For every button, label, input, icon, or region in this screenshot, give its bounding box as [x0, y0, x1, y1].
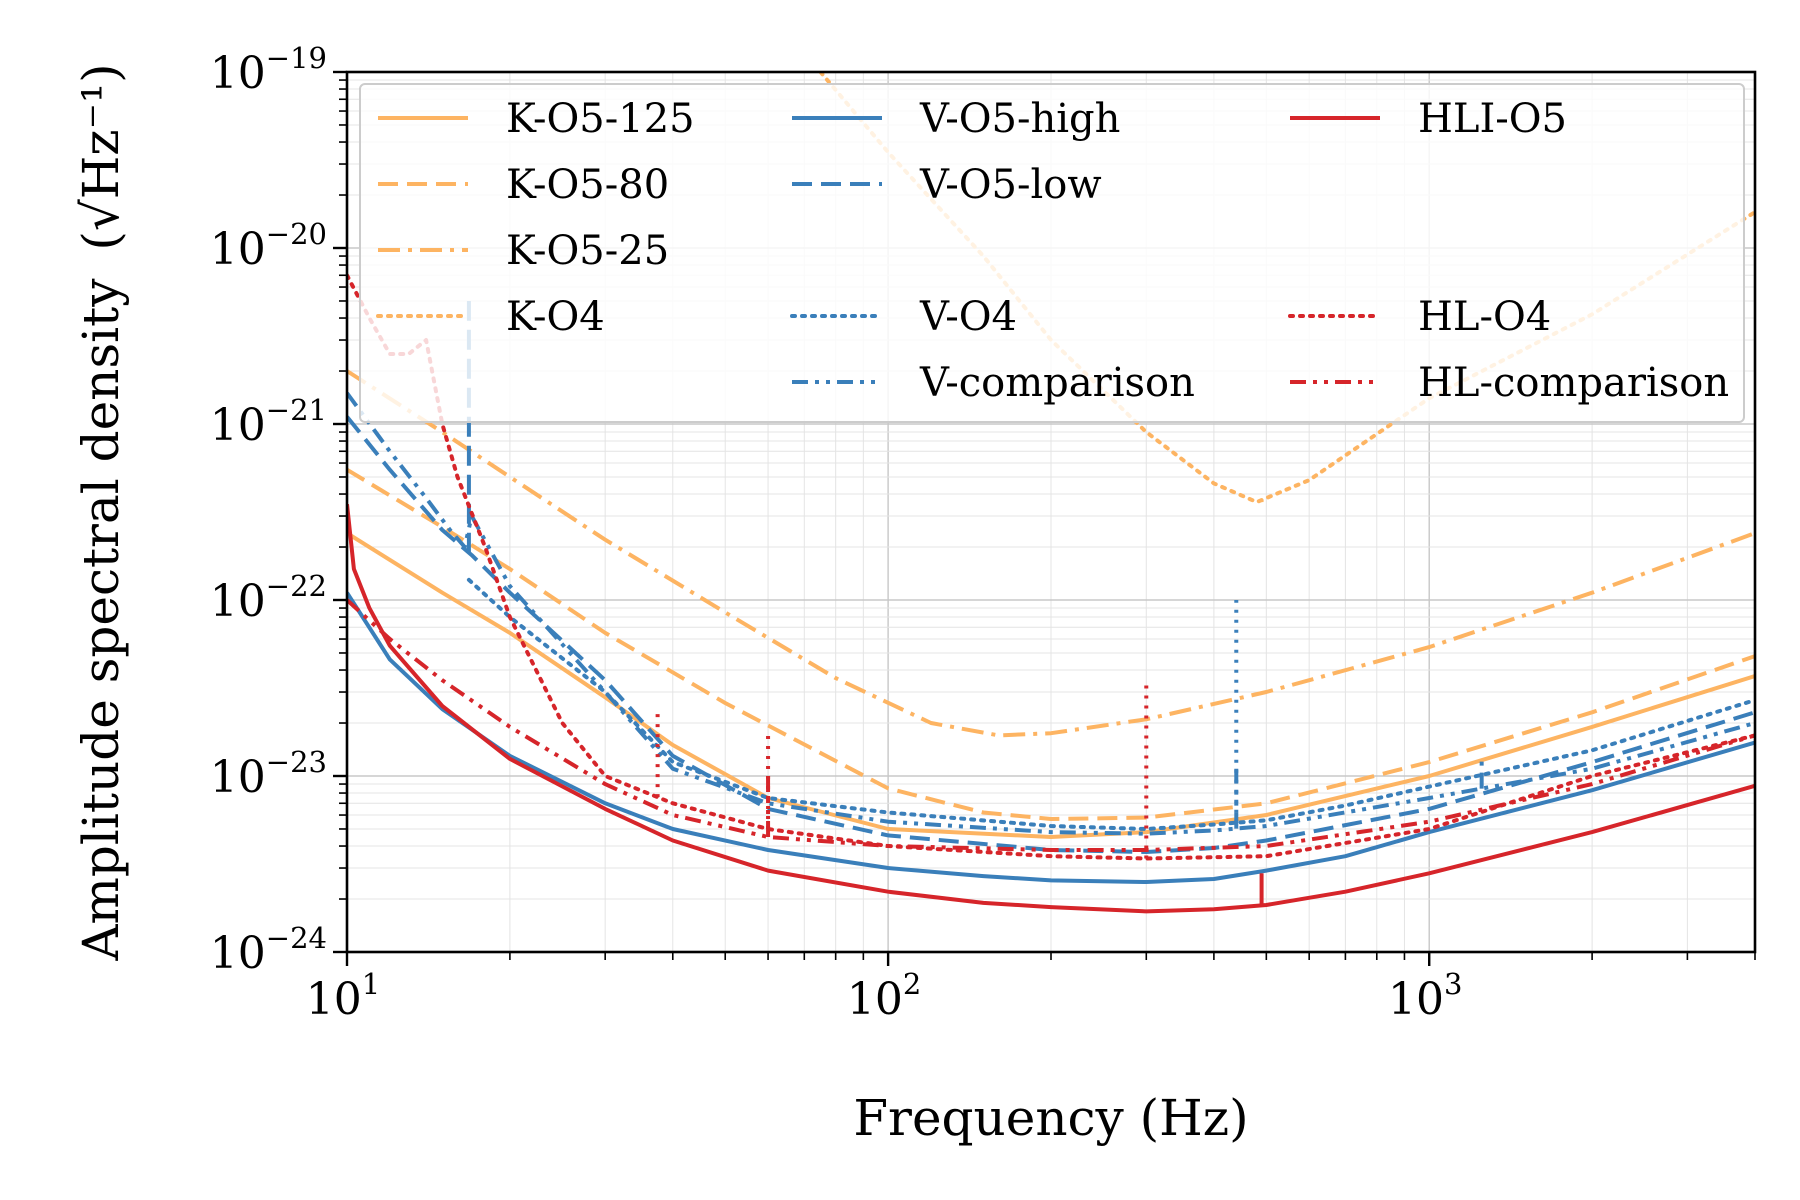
legend-box — [359, 83, 1745, 423]
legend-entry: K-O5-80 — [378, 162, 669, 208]
y-tick-label-exponent: −19 — [266, 41, 327, 75]
legend-entry: HLI-O5 — [1290, 96, 1567, 142]
legend-entry: V-comparison — [792, 360, 1195, 406]
legend: K-O5-125 K-O5-80 K-O5-25 K-O4 V-O5-high V-O5-… — [359, 83, 1745, 423]
series-line — [466, 577, 1755, 831]
legend-entry: V-O4 — [790, 294, 1017, 340]
y-tick-label: 10−19 — [210, 41, 327, 99]
x-tick-label-base: 10 — [847, 974, 903, 1025]
y-tick-label-base: 10 — [210, 752, 266, 803]
legend-entry: K-O5-25 — [378, 228, 669, 274]
y-tick-label: 10−20 — [210, 217, 327, 275]
legend-label: V-O4 — [919, 294, 1017, 340]
series-line — [347, 503, 1755, 914]
y-tick-label-base: 10 — [210, 224, 266, 275]
y-axis-title-unit: (√Hz⁻¹) — [72, 63, 130, 250]
x-tick-label: 101 — [306, 967, 380, 1025]
series-k-o5-25 — [347, 369, 1755, 738]
series-line — [347, 467, 1755, 821]
y-tick-label: 10−21 — [210, 393, 327, 451]
y-axis-title-main: Amplitude spectral density — [72, 278, 130, 962]
y-tick-label-base: 10 — [210, 400, 266, 451]
series-hli-o5 — [347, 503, 1755, 914]
legend-entry: HL-O4 — [1288, 294, 1551, 340]
legend-label: HLI-O5 — [1418, 96, 1567, 142]
legend-entry: V-O5-low — [792, 162, 1102, 208]
series-line — [347, 415, 1755, 854]
axis-ticks — [333, 70, 1756, 966]
legend-label: K-O4 — [506, 294, 605, 340]
y-tick-label-exponent: −22 — [266, 569, 327, 603]
series-k-o5-80 — [347, 467, 1755, 821]
legend-label: V-O5-high — [919, 96, 1120, 142]
x-axis-title: Frequency (Hz) — [853, 1089, 1248, 1147]
x-tick-label-base: 10 — [1388, 974, 1444, 1025]
y-tick-label-base: 10 — [210, 48, 266, 99]
legend-label: V-O5-low — [919, 162, 1102, 208]
x-tick-label-exponent: 3 — [1444, 967, 1462, 1001]
legend-entry: V-O5-high — [792, 96, 1120, 142]
x-tick-label: 102 — [847, 967, 921, 1025]
y-tick-label-exponent: −21 — [266, 393, 327, 427]
legend-label: K-O5-80 — [506, 162, 669, 208]
series-v-o4 — [466, 577, 1755, 831]
y-axis-title-text: Amplitude spectral density (√Hz⁻¹) — [72, 63, 130, 961]
legend-entry: K-O4 — [376, 294, 605, 340]
y-tick-label: 10−22 — [210, 569, 327, 627]
series-line — [347, 531, 1755, 839]
series-line — [347, 369, 1755, 738]
x-tick-label-exponent: 1 — [362, 967, 380, 1001]
y-tick-label-base: 10 — [210, 928, 266, 979]
series-v-comparison — [347, 391, 1755, 836]
legend-label: HL-O4 — [1418, 294, 1551, 340]
y-tick-label-exponent: −23 — [266, 745, 327, 779]
y-tick-label: 10−23 — [210, 745, 327, 803]
y-tick-label: 10−24 — [210, 921, 327, 979]
series-line — [347, 598, 1755, 852]
x-tick-label-base: 10 — [306, 974, 362, 1025]
legend-label: V-comparison — [919, 360, 1195, 406]
y-tick-label-exponent: −24 — [266, 921, 327, 955]
legend-label: HL-comparison — [1418, 360, 1729, 406]
series-line — [347, 391, 1755, 836]
series-k-o5-125 — [347, 531, 1755, 839]
x-tick-label-exponent: 2 — [903, 967, 921, 1001]
y-axis-title: Amplitude spectral density (√Hz⁻¹) — [72, 63, 130, 961]
x-tick-label: 103 — [1388, 967, 1462, 1025]
legend-label: K-O5-125 — [506, 96, 695, 142]
legend-entry: K-O5-125 — [378, 96, 695, 142]
y-tick-label-exponent: −20 — [266, 217, 327, 251]
y-tick-label-base: 10 — [210, 576, 266, 627]
legend-label: K-O5-25 — [506, 228, 669, 274]
legend-entry: HL-comparison — [1290, 360, 1729, 406]
